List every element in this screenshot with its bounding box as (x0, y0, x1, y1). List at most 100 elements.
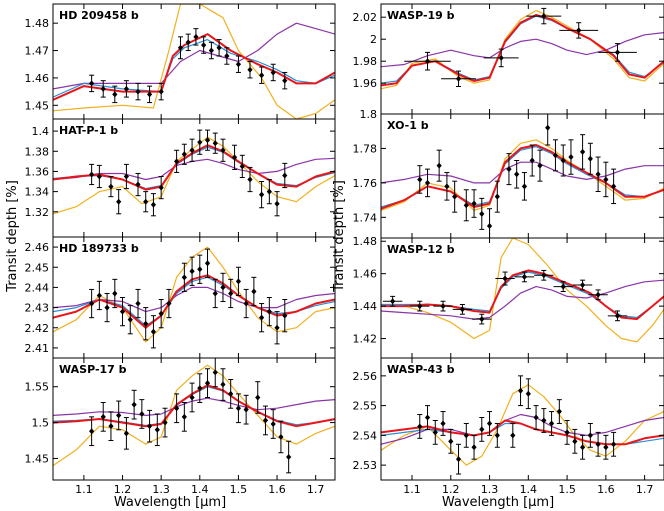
data-point (506, 153, 512, 186)
data-marker (274, 200, 280, 207)
model-line-orange (381, 238, 664, 343)
data-marker (452, 193, 458, 200)
data-marker (266, 188, 272, 195)
data-point (424, 168, 431, 198)
data-point (143, 307, 149, 341)
data-point (595, 156, 601, 192)
data-point (212, 132, 218, 154)
data-marker (220, 381, 226, 388)
data-point (212, 278, 218, 309)
data-marker (417, 176, 423, 183)
data-point (135, 288, 141, 319)
panel-2: 1.32 1.34 1.36 1.38 1.4 HAT-P-1 b (25, 118, 336, 238)
data-point (204, 368, 211, 398)
data-marker (255, 394, 261, 401)
data-marker (611, 183, 617, 190)
data-marker (525, 390, 531, 397)
data-point (262, 405, 269, 436)
model-line-blue (381, 271, 664, 319)
data-marker (174, 405, 180, 412)
data-marker (506, 166, 512, 173)
data-point (108, 411, 114, 442)
left-x-axis-label: Wavelength [μm] (114, 495, 226, 510)
data-marker (96, 173, 102, 180)
data-marker (440, 303, 446, 310)
data-point (579, 434, 586, 460)
data-point (270, 409, 276, 439)
y-tick-label: 1.42 (353, 333, 378, 346)
data-marker (189, 268, 195, 275)
data-marker (189, 147, 195, 154)
data-point (116, 400, 122, 431)
data-marker (150, 201, 157, 208)
data-point (131, 389, 137, 420)
data-point (104, 292, 110, 323)
model-line-blue (381, 15, 664, 84)
data-marker (259, 191, 265, 198)
data-point (382, 295, 403, 307)
data-point (181, 401, 187, 432)
model-line-purple (53, 157, 335, 181)
data-marker (448, 438, 454, 445)
data-marker (224, 53, 230, 60)
data-marker (479, 316, 485, 323)
data-point (529, 144, 535, 177)
data-point (228, 278, 234, 309)
data-point (404, 51, 451, 71)
data-marker (204, 260, 211, 267)
data-point (189, 138, 195, 162)
y-tick-label: 1.76 (353, 177, 378, 190)
data-point (494, 180, 500, 213)
plot-area (53, 4, 335, 119)
data-marker (424, 58, 431, 65)
data-marker (96, 292, 102, 299)
data-marker (494, 193, 500, 200)
data-point (96, 164, 102, 189)
panel-frame (52, 357, 336, 481)
data-point (146, 85, 153, 104)
data-point (514, 160, 520, 189)
data-point (424, 405, 431, 430)
data-point (150, 193, 157, 217)
data-marker (614, 312, 621, 319)
data-point (247, 61, 253, 79)
data-point (89, 288, 95, 319)
data-marker (514, 171, 520, 178)
data-point (448, 428, 454, 454)
data-marker (603, 176, 609, 183)
data-point (259, 66, 265, 84)
data-point (212, 358, 218, 388)
data-point (185, 33, 191, 52)
data-marker (158, 310, 164, 317)
data-marker (595, 171, 601, 178)
data-point (197, 254, 203, 284)
data-point (564, 419, 570, 445)
data-point (553, 281, 573, 293)
data-point (433, 300, 453, 312)
x-tick-label: 1.2 (442, 483, 460, 496)
data-point (123, 417, 129, 450)
data-marker (424, 179, 431, 186)
y-tick-label: 1.46 (25, 72, 50, 85)
data-marker (572, 438, 578, 445)
data-point (177, 36, 184, 60)
data-marker (286, 454, 292, 461)
panel-4: 1.45 1.5 1.55 1.1 1.2 1.3 1.4 1.5 1.6 1.7 WASP-17 … (25, 357, 336, 496)
data-marker (228, 290, 234, 297)
data-marker (270, 421, 276, 428)
data-marker (143, 320, 149, 327)
data-marker (560, 157, 566, 164)
y-tick-label: 2.42 (25, 322, 50, 335)
panel-1: 1.45 1.46 1.47 1.48 HD 209458 b (25, 3, 336, 120)
y-tick-label: 1.46 (353, 268, 378, 281)
data-point (266, 179, 272, 205)
data-point (89, 163, 95, 186)
data-point (587, 142, 593, 175)
data-point (471, 189, 477, 218)
data-marker (177, 44, 184, 51)
panel-title: WASP-17 b (59, 363, 127, 376)
data-point (255, 381, 261, 414)
data-point (479, 197, 485, 230)
panel-title: WASP-12 b (387, 243, 455, 256)
